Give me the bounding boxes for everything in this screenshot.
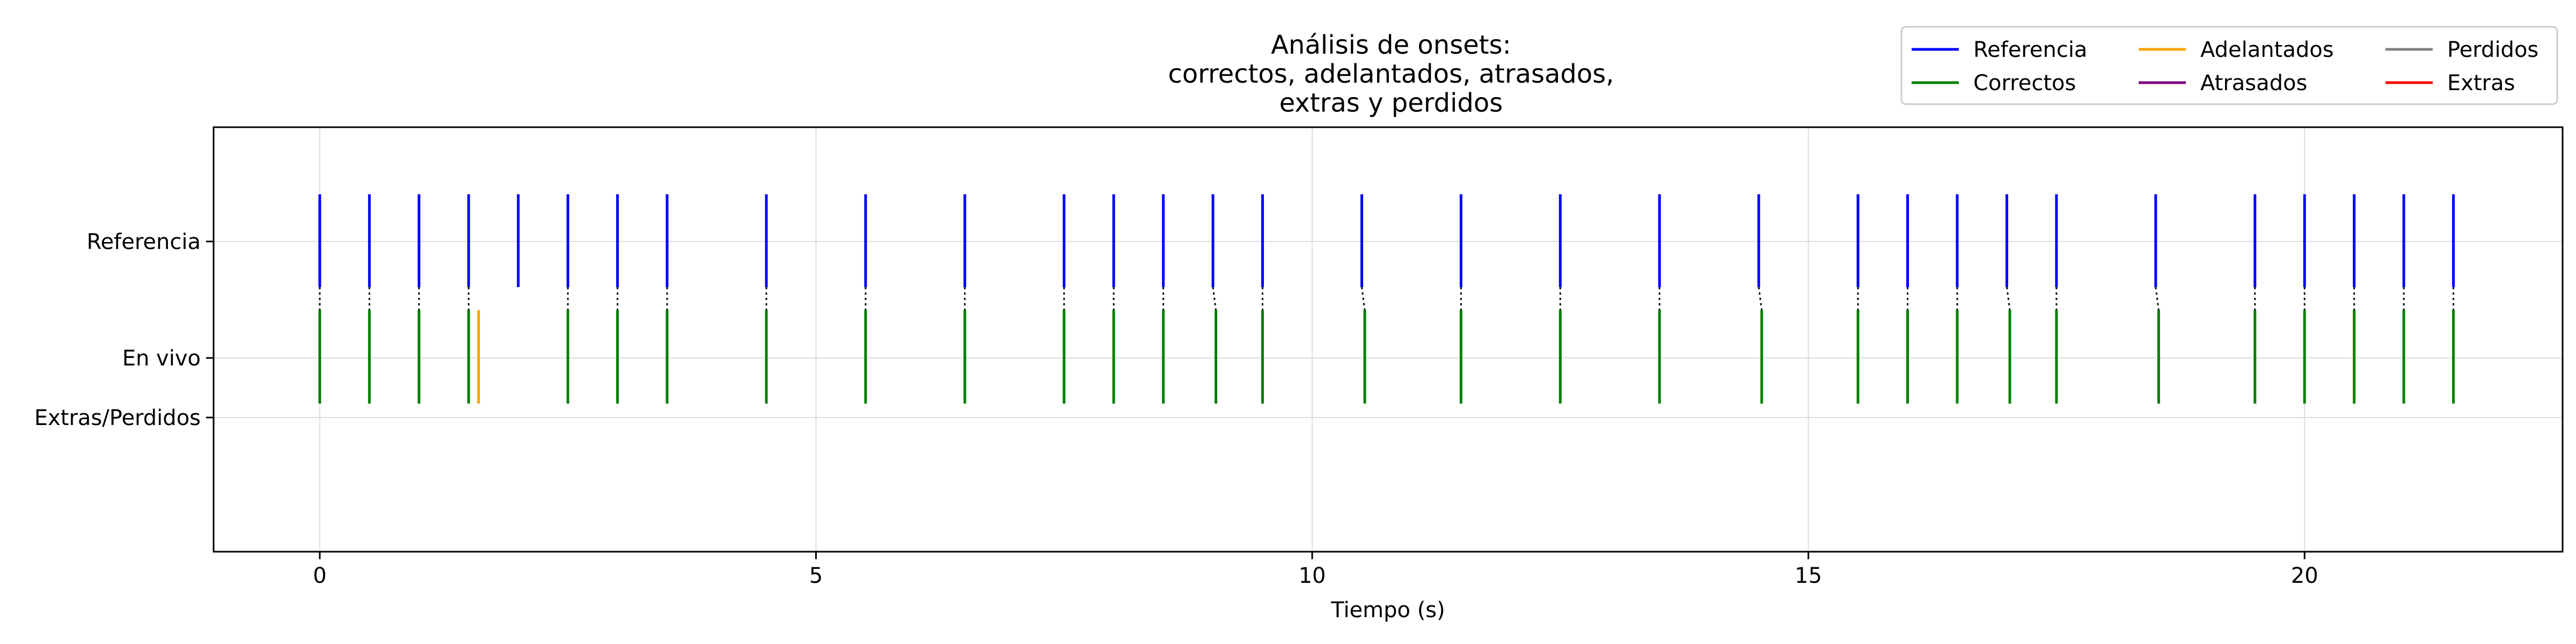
x-tick-label: 5 [809,564,823,588]
match-connector [1758,287,1763,311]
x-tick-label: 20 [2291,564,2318,588]
legend-label: Correctos [1973,71,2076,96]
legend-label: Atrasados [2200,71,2307,96]
y-tick-label: Extras/Perdidos [34,406,201,430]
grid [214,127,2563,552]
title-line: extras y perdidos [1279,88,1503,118]
onset-marks [318,194,2455,404]
legend-label: Perdidos [2447,38,2538,62]
legend-label: Extras [2447,71,2515,96]
match-connector [1361,287,1366,311]
legend-label: Referencia [1973,38,2087,62]
x-tick-label: 0 [313,564,326,588]
y-axis-ticks: Referencia En vivo Extras/Perdidos [34,230,214,430]
match-connector [2155,287,2160,311]
x-tick-label: 15 [1795,564,1822,588]
chart-title: Análisis de onsets:correctos, adelantado… [1168,30,1614,118]
legend-box [1900,26,2558,105]
title-line: Análisis de onsets: [1271,30,1511,60]
match-connector [2006,287,2011,311]
legend: Referencia Correctos Adelantados Atrasados P… [1900,26,2558,105]
x-axis-label: Tiempo (s) [1330,598,1445,623]
plot-frame [213,126,2564,553]
y-tick-label: Referencia [87,230,201,254]
y-tick-label: En vivo [122,346,201,371]
match-connector [1212,287,1217,311]
legend-label: Adelantados [2200,38,2334,62]
x-axis-ticks: 0 5 10 15 20 [313,552,2318,588]
connector-lines [319,287,2455,311]
title-line: correctos, adelantados, atrasados, [1168,59,1614,89]
x-tick-label: 10 [1299,564,1326,588]
